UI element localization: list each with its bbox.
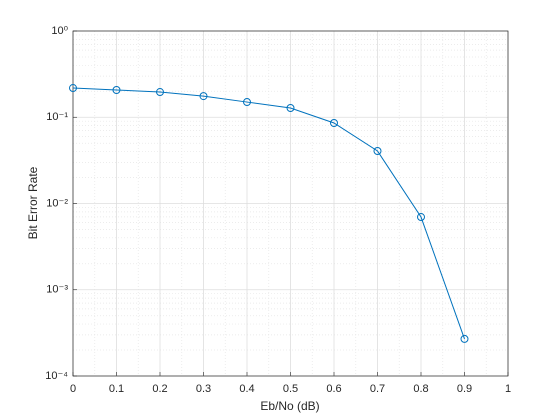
x-axis-label: Eb/No (dB) — [260, 399, 319, 413]
data-point — [243, 98, 251, 107]
data-point — [199, 92, 208, 101]
x-tick-label: 0.2 — [152, 383, 167, 395]
x-tick-label: 0.4 — [239, 383, 254, 395]
data-point — [112, 85, 121, 94]
x-tick-label: 1 — [505, 383, 511, 395]
x-tick-label: 0.8 — [413, 383, 428, 395]
x-tick-label: 0.6 — [326, 383, 341, 395]
x-tick-label: 0.3 — [196, 383, 211, 395]
y-tick-label: 10⁰ — [51, 25, 68, 37]
x-tick-label: 0.5 — [283, 383, 298, 395]
y-axis-label: Bit Error Rate — [26, 166, 40, 239]
data-point — [460, 334, 469, 343]
data-point — [330, 118, 338, 127]
data-point — [69, 84, 77, 93]
x-tick-label: 0 — [70, 383, 76, 395]
x-tick-label: 0.7 — [370, 383, 385, 395]
data-point — [417, 213, 425, 222]
y-tick-label: 10⁻³ — [46, 284, 68, 296]
plot-frame — [72, 30, 509, 377]
x-tick-label: 0.9 — [457, 383, 472, 395]
data-point — [373, 147, 382, 156]
data-point — [286, 104, 295, 113]
series-line — [72, 87, 465, 340]
y-tick-label: 10⁻¹ — [46, 111, 68, 123]
x-tick-label: 0.1 — [109, 383, 124, 395]
y-tick-label: 10⁻² — [46, 197, 68, 209]
data-point — [156, 88, 164, 97]
y-tick-label: 10⁻⁴ — [45, 370, 68, 382]
